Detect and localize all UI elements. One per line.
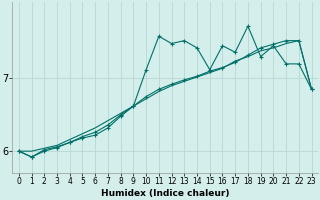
X-axis label: Humidex (Indice chaleur): Humidex (Indice chaleur) bbox=[101, 189, 229, 198]
